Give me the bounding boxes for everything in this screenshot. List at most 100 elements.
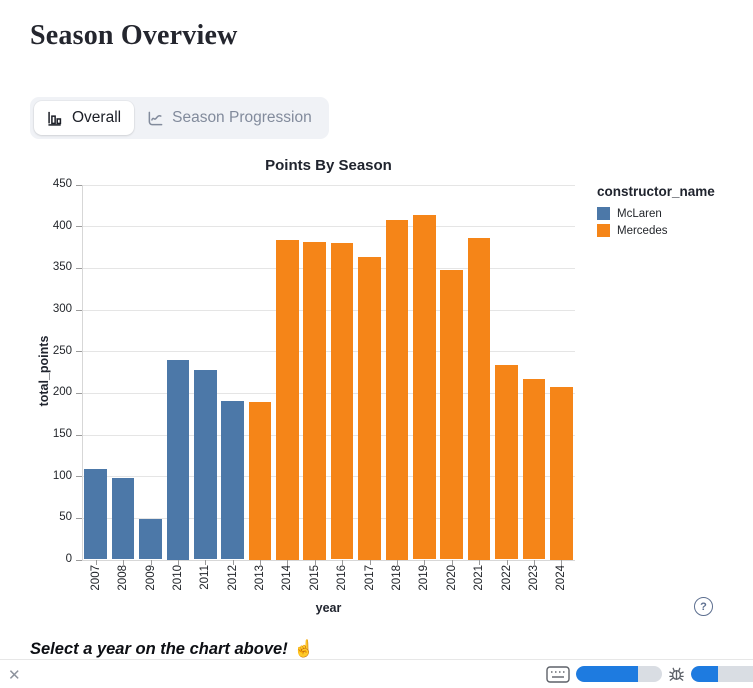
legend-label: McLaren bbox=[617, 207, 662, 220]
x-axis-tick bbox=[177, 559, 179, 565]
x-axis-label: 2020 bbox=[445, 565, 458, 591]
x-axis-tick bbox=[123, 559, 125, 565]
x-axis-tick bbox=[479, 559, 481, 565]
close-icon[interactable]: ✕ bbox=[8, 666, 21, 684]
bar-2018[interactable] bbox=[385, 219, 409, 560]
tab-season-progression[interactable]: Season Progression bbox=[134, 101, 325, 135]
bar-2019[interactable] bbox=[413, 215, 436, 560]
mclaren-swatch bbox=[597, 207, 610, 220]
x-axis-label: 2007 bbox=[89, 565, 102, 591]
y-axis-tick bbox=[76, 476, 82, 478]
bar-2010[interactable] bbox=[166, 359, 190, 560]
x-axis-tick bbox=[533, 559, 535, 565]
bar-2020[interactable] bbox=[440, 270, 464, 560]
y-axis-tick bbox=[76, 309, 82, 311]
y-axis-tick bbox=[76, 392, 82, 394]
chart-title: Points By Season bbox=[265, 157, 392, 174]
x-axis-tick bbox=[287, 559, 289, 565]
y-gridline bbox=[82, 267, 575, 269]
x-axis-label: 2011 bbox=[199, 565, 212, 590]
x-axis-label: 2012 bbox=[226, 565, 239, 591]
y-axis-label: 100 bbox=[52, 469, 72, 482]
x-axis-label: 2021 bbox=[473, 565, 486, 591]
bar-2007[interactable] bbox=[84, 468, 107, 560]
x-axis-tick bbox=[397, 559, 398, 565]
bar-2014[interactable] bbox=[276, 239, 299, 560]
x-axis-tick bbox=[232, 559, 234, 565]
x-axis-label: 2016 bbox=[336, 565, 349, 591]
x-axis-tick bbox=[342, 559, 344, 565]
y-axis-tick bbox=[76, 184, 82, 186]
y-gridline bbox=[82, 184, 575, 186]
x-axis-label: 2019 bbox=[418, 565, 431, 591]
bar-2022[interactable] bbox=[495, 365, 518, 560]
bar-2017[interactable] bbox=[358, 257, 381, 560]
x-axis-label: 2018 bbox=[391, 565, 403, 591]
y-axis-label: 350 bbox=[52, 261, 72, 274]
x-axis-tick bbox=[506, 559, 508, 565]
x-axis-label: 2023 bbox=[527, 565, 540, 591]
bar-2012[interactable] bbox=[221, 401, 244, 560]
bar-chart-icon bbox=[47, 110, 64, 127]
x-axis-tick bbox=[150, 559, 152, 565]
legend-label: Mercedes bbox=[617, 224, 668, 237]
bar-2021[interactable] bbox=[467, 238, 491, 560]
x-axis-label: 2014 bbox=[281, 565, 294, 591]
y-axis-tick bbox=[76, 517, 82, 519]
bar-2009[interactable] bbox=[139, 518, 162, 560]
x-axis-tick bbox=[561, 559, 563, 565]
bar-2023[interactable] bbox=[522, 378, 546, 560]
bug-icon bbox=[668, 666, 685, 688]
line-chart-icon bbox=[147, 110, 164, 127]
view-tabbar: Overall Season Progression bbox=[30, 97, 329, 139]
tab-season-progression-label: Season Progression bbox=[172, 109, 312, 126]
bar-2011[interactable] bbox=[193, 370, 217, 560]
mercedes-swatch bbox=[597, 224, 610, 237]
x-axis-tick bbox=[205, 559, 207, 565]
tab-overall[interactable]: Overall bbox=[34, 101, 135, 135]
bar-2013[interactable] bbox=[248, 402, 272, 560]
select-year-hint: Select a year on the chart above! ☝ bbox=[30, 640, 314, 659]
y-axis-tick bbox=[76, 267, 82, 269]
x-axis-label: 2022 bbox=[500, 565, 513, 591]
legend-title: constructor_name bbox=[597, 184, 715, 199]
chart-legend: constructor_name McLaren Mercedes bbox=[597, 184, 715, 241]
x-axis-line bbox=[82, 559, 575, 561]
help-icon[interactable]: ? bbox=[694, 597, 713, 616]
x-axis-label: 2008 bbox=[117, 565, 130, 591]
y-axis-label: 0 bbox=[65, 553, 72, 565]
pointing-up-emoji: ☝ bbox=[293, 640, 315, 658]
x-axis-label: 2010 bbox=[171, 565, 184, 591]
x-axis-tick bbox=[314, 559, 316, 565]
y-axis-label: 300 bbox=[52, 303, 72, 315]
y-axis-label: 450 bbox=[52, 178, 72, 190]
bar-2015[interactable] bbox=[303, 242, 327, 560]
progress-bar-a bbox=[576, 666, 662, 682]
x-axis-label: 2015 bbox=[308, 565, 321, 591]
y-gridline bbox=[82, 476, 575, 478]
y-axis-tick bbox=[76, 226, 82, 228]
x-axis-title: year bbox=[315, 601, 342, 615]
bar-2024[interactable] bbox=[549, 387, 573, 560]
legend-item-mercedes: Mercedes bbox=[597, 224, 715, 237]
x-axis-label: 2017 bbox=[363, 565, 376, 591]
bar-2016[interactable] bbox=[330, 242, 354, 560]
bottom-status-overlay bbox=[546, 666, 753, 688]
y-axis-label: 250 bbox=[52, 344, 72, 357]
tab-overall-label: Overall bbox=[72, 109, 122, 126]
y-axis-label: 150 bbox=[52, 428, 72, 440]
page-title: Season Overview bbox=[30, 20, 238, 51]
x-axis-tick bbox=[451, 559, 453, 565]
y-gridline bbox=[82, 517, 575, 519]
bar-2008[interactable] bbox=[111, 477, 135, 560]
y-axis-line bbox=[82, 184, 83, 560]
legend-item-mclaren: McLaren bbox=[597, 207, 715, 220]
y-axis-tick bbox=[76, 559, 82, 561]
keyboard-icon bbox=[546, 666, 570, 688]
y-gridline bbox=[82, 351, 575, 353]
y-axis-label: 400 bbox=[52, 219, 72, 232]
y-axis-label: 50 bbox=[59, 511, 72, 524]
x-axis-label: 2024 bbox=[555, 565, 568, 591]
x-axis-tick bbox=[95, 559, 97, 565]
